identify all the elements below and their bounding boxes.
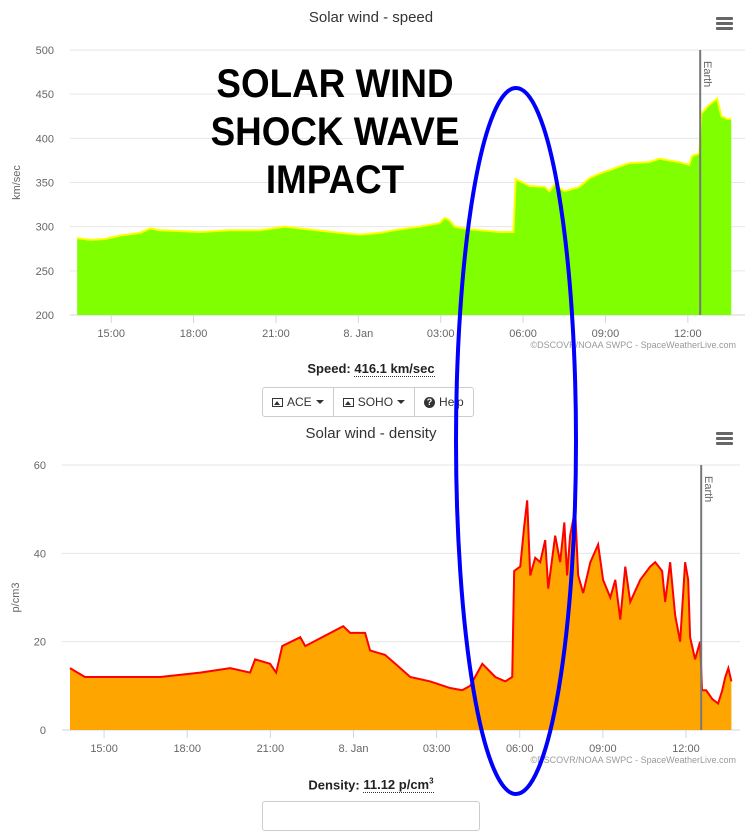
y-tick-label: 40	[34, 548, 46, 560]
caret-down-icon	[397, 400, 405, 404]
ace-dropdown-button[interactable]: ACE	[263, 388, 334, 416]
x-tick-label: 15:00	[97, 328, 125, 340]
x-tick-label: 21:00	[262, 328, 290, 340]
help-label: Help	[439, 395, 464, 409]
x-tick-label: 03:00	[427, 328, 455, 340]
ace-label: ACE	[287, 395, 312, 409]
x-tick-label: 18:00	[180, 328, 208, 340]
x-tick-label: 12:00	[672, 743, 700, 755]
x-tick-label: 09:00	[592, 328, 620, 340]
caret-down-icon	[316, 400, 324, 404]
speed-readout-label: Speed:	[307, 361, 350, 376]
x-tick-label: 21:00	[257, 743, 285, 755]
x-tick-label: 06:00	[506, 743, 534, 755]
shock-wave-annotation: SOLAR WIND SHOCK WAVE IMPACT	[197, 60, 473, 204]
earth-marker-label: Earth	[702, 476, 714, 502]
x-tick-label: 06:00	[509, 328, 537, 340]
y-tick-label: 20	[34, 637, 46, 649]
help-button[interactable]: ? Help	[415, 388, 473, 416]
annotation-line-1: SOLAR WIND	[197, 60, 473, 108]
x-tick-label: 18:00	[173, 743, 201, 755]
image-icon	[343, 398, 354, 407]
credit-text: ©DSCOVR/NOAA SWPC - SpaceWeatherLive.com	[530, 340, 736, 350]
x-tick-label: 8. Jan	[338, 743, 368, 755]
y-tick-label: 250	[36, 266, 54, 278]
y-tick-label: 200	[36, 310, 54, 322]
y-tick-label: 300	[36, 222, 54, 234]
y-tick-label: 450	[36, 89, 54, 101]
earth-marker-label: Earth	[701, 61, 713, 87]
density-readout-label: Density:	[308, 777, 359, 792]
y-axis-title: p/cm3	[10, 583, 22, 613]
soho-dropdown-button[interactable]: SOHO	[334, 388, 415, 416]
credit-text: ©DSCOVR/NOAA SWPC - SpaceWeatherLive.com	[530, 755, 736, 765]
speed-chart-menu-icon[interactable]	[716, 17, 733, 32]
question-icon: ?	[424, 397, 435, 408]
density-button-group[interactable]	[262, 801, 480, 831]
density-chart: 0 20 40 60 15:00 18:00 21:00 8. Jan 03:00 06:00 09…	[0, 420, 755, 780]
x-tick-label: 12:00	[674, 328, 702, 340]
y-tick-label: 400	[36, 133, 54, 145]
data-area	[70, 500, 731, 730]
density-readout: Density: 11.12 p/cm3	[0, 777, 742, 792]
y-tick-label: 60	[34, 460, 46, 472]
density-chart-title: Solar wind - density	[0, 425, 742, 442]
x-tick-label: 8. Jan	[343, 328, 373, 340]
density-unit-exponent: 3	[429, 777, 433, 786]
density-chart-menu-icon[interactable]	[716, 432, 733, 447]
data-source-button-group: ACE SOHO ? Help	[262, 387, 474, 417]
x-tick-label: 09:00	[589, 743, 617, 755]
speed-readout: Speed: 416.1 km/sec	[0, 361, 742, 376]
density-value-text: 11.12 p/cm	[363, 777, 429, 792]
annotation-line-3: IMPACT	[197, 156, 473, 204]
soho-label: SOHO	[358, 395, 393, 409]
x-tick-label: 15:00	[90, 743, 118, 755]
speed-chart-title: Solar wind - speed	[0, 9, 742, 26]
density-readout-value: 11.12 p/cm3	[363, 777, 433, 793]
y-tick-label: 0	[40, 725, 46, 737]
y-tick-label: 350	[36, 178, 54, 190]
speed-readout-value: 416.1 km/sec	[354, 361, 434, 377]
y-tick-label: 500	[36, 45, 54, 57]
y-axis-title: km/sec	[11, 165, 23, 200]
x-tick-label: 03:00	[423, 743, 451, 755]
annotation-line-2: SHOCK WAVE	[197, 108, 473, 156]
image-icon	[272, 398, 283, 407]
